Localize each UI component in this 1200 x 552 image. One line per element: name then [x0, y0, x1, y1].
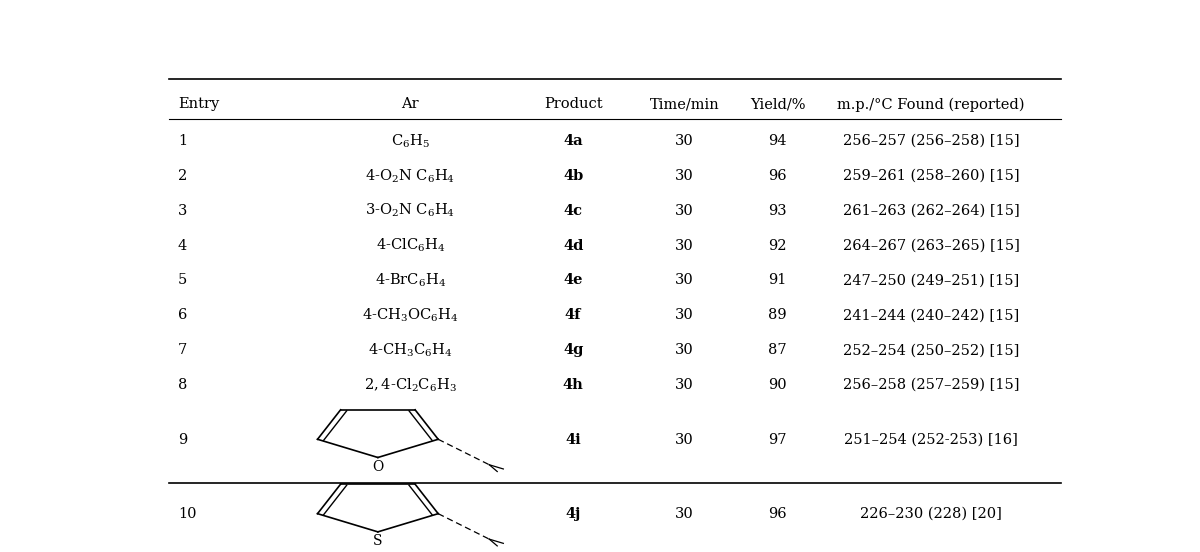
- Text: 91: 91: [768, 273, 787, 288]
- Text: 251–254 (252-253) [16]: 251–254 (252-253) [16]: [845, 433, 1018, 447]
- Text: m.p./°C Found (reported): m.p./°C Found (reported): [838, 97, 1025, 112]
- Text: $\mathregular{3}$-$\mathregular{O_2N\ C_6H_4}$: $\mathregular{3}$-$\mathregular{O_2N\ C_…: [365, 202, 456, 220]
- Text: Ar: Ar: [402, 98, 419, 112]
- Text: $\mathregular{4}$-$\mathregular{BrC_6H_4}$: $\mathregular{4}$-$\mathregular{BrC_6H_4…: [374, 272, 446, 289]
- Text: $\mathregular{2,4}$-$\mathregular{Cl_2C_6H_3}$: $\mathregular{2,4}$-$\mathregular{Cl_2C_…: [364, 376, 457, 394]
- Text: $\mathregular{4}$-$\mathregular{O_2N\ C_6H_4}$: $\mathregular{4}$-$\mathregular{O_2N\ C_…: [365, 167, 456, 184]
- Text: 30: 30: [676, 309, 694, 322]
- Text: 256–258 (257–259) [15]: 256–258 (257–259) [15]: [842, 378, 1020, 392]
- Text: $\mathregular{4}$-$\mathregular{ClC_6H_4}$: $\mathregular{4}$-$\mathregular{ClC_6H_4…: [376, 237, 445, 254]
- Text: 30: 30: [676, 273, 694, 288]
- Text: 96: 96: [768, 507, 787, 521]
- Text: Time/min: Time/min: [650, 98, 720, 112]
- Text: Product: Product: [544, 98, 602, 112]
- Text: 226–230 (228) [20]: 226–230 (228) [20]: [860, 507, 1002, 521]
- Text: 92: 92: [768, 238, 787, 253]
- Text: 6: 6: [178, 309, 187, 322]
- Text: 241–244 (240–242) [15]: 241–244 (240–242) [15]: [844, 309, 1019, 322]
- Text: 90: 90: [768, 378, 787, 392]
- Text: 4a: 4a: [563, 134, 583, 148]
- Text: $\mathregular{4}$-$\mathregular{CH_3C_6H_4}$: $\mathregular{4}$-$\mathregular{CH_3C_6H…: [368, 342, 452, 359]
- Text: Yield/%: Yield/%: [750, 98, 805, 112]
- Text: 4h: 4h: [563, 378, 583, 392]
- Text: 97: 97: [768, 433, 787, 447]
- Text: 4e: 4e: [564, 273, 583, 288]
- Text: 3: 3: [178, 204, 187, 217]
- Text: 4b: 4b: [563, 169, 583, 183]
- Text: 30: 30: [676, 507, 694, 521]
- Text: 4g: 4g: [563, 343, 583, 357]
- Text: 4i: 4i: [565, 433, 581, 447]
- Text: 30: 30: [676, 204, 694, 217]
- Text: $\mathregular{C_6H_5}$: $\mathregular{C_6H_5}$: [391, 132, 430, 150]
- Text: 87: 87: [768, 343, 787, 357]
- Text: 4j: 4j: [565, 507, 581, 521]
- Text: O: O: [372, 460, 384, 474]
- Text: 93: 93: [768, 204, 787, 217]
- Text: 8: 8: [178, 378, 187, 392]
- Text: 30: 30: [676, 169, 694, 183]
- Text: 256–257 (256–258) [15]: 256–257 (256–258) [15]: [842, 134, 1020, 148]
- Text: Entry: Entry: [178, 98, 220, 112]
- Text: 4d: 4d: [563, 238, 583, 253]
- Text: 4: 4: [178, 238, 187, 253]
- Text: 30: 30: [676, 134, 694, 148]
- Text: 7: 7: [178, 343, 187, 357]
- Text: 259–261 (258–260) [15]: 259–261 (258–260) [15]: [842, 169, 1020, 183]
- Text: 30: 30: [676, 433, 694, 447]
- Text: 96: 96: [768, 169, 787, 183]
- Text: 9: 9: [178, 433, 187, 447]
- Text: 4c: 4c: [564, 204, 583, 217]
- Text: 1: 1: [178, 134, 187, 148]
- Text: 4f: 4f: [565, 309, 582, 322]
- Text: 94: 94: [768, 134, 787, 148]
- Text: 30: 30: [676, 238, 694, 253]
- Text: $\mathregular{4}$-$\mathregular{CH_3OC_6H_4}$: $\mathregular{4}$-$\mathregular{CH_3OC_6…: [362, 306, 458, 324]
- Text: 264–267 (263–265) [15]: 264–267 (263–265) [15]: [842, 238, 1020, 253]
- Text: 30: 30: [676, 378, 694, 392]
- Text: 10: 10: [178, 507, 197, 521]
- Text: 261–263 (262–264) [15]: 261–263 (262–264) [15]: [842, 204, 1020, 217]
- Text: 89: 89: [768, 309, 787, 322]
- Text: 247–250 (249–251) [15]: 247–250 (249–251) [15]: [844, 273, 1019, 288]
- Text: 5: 5: [178, 273, 187, 288]
- Text: 252–254 (250–252) [15]: 252–254 (250–252) [15]: [844, 343, 1019, 357]
- Text: 2: 2: [178, 169, 187, 183]
- Text: S: S: [373, 534, 383, 548]
- Text: 30: 30: [676, 343, 694, 357]
